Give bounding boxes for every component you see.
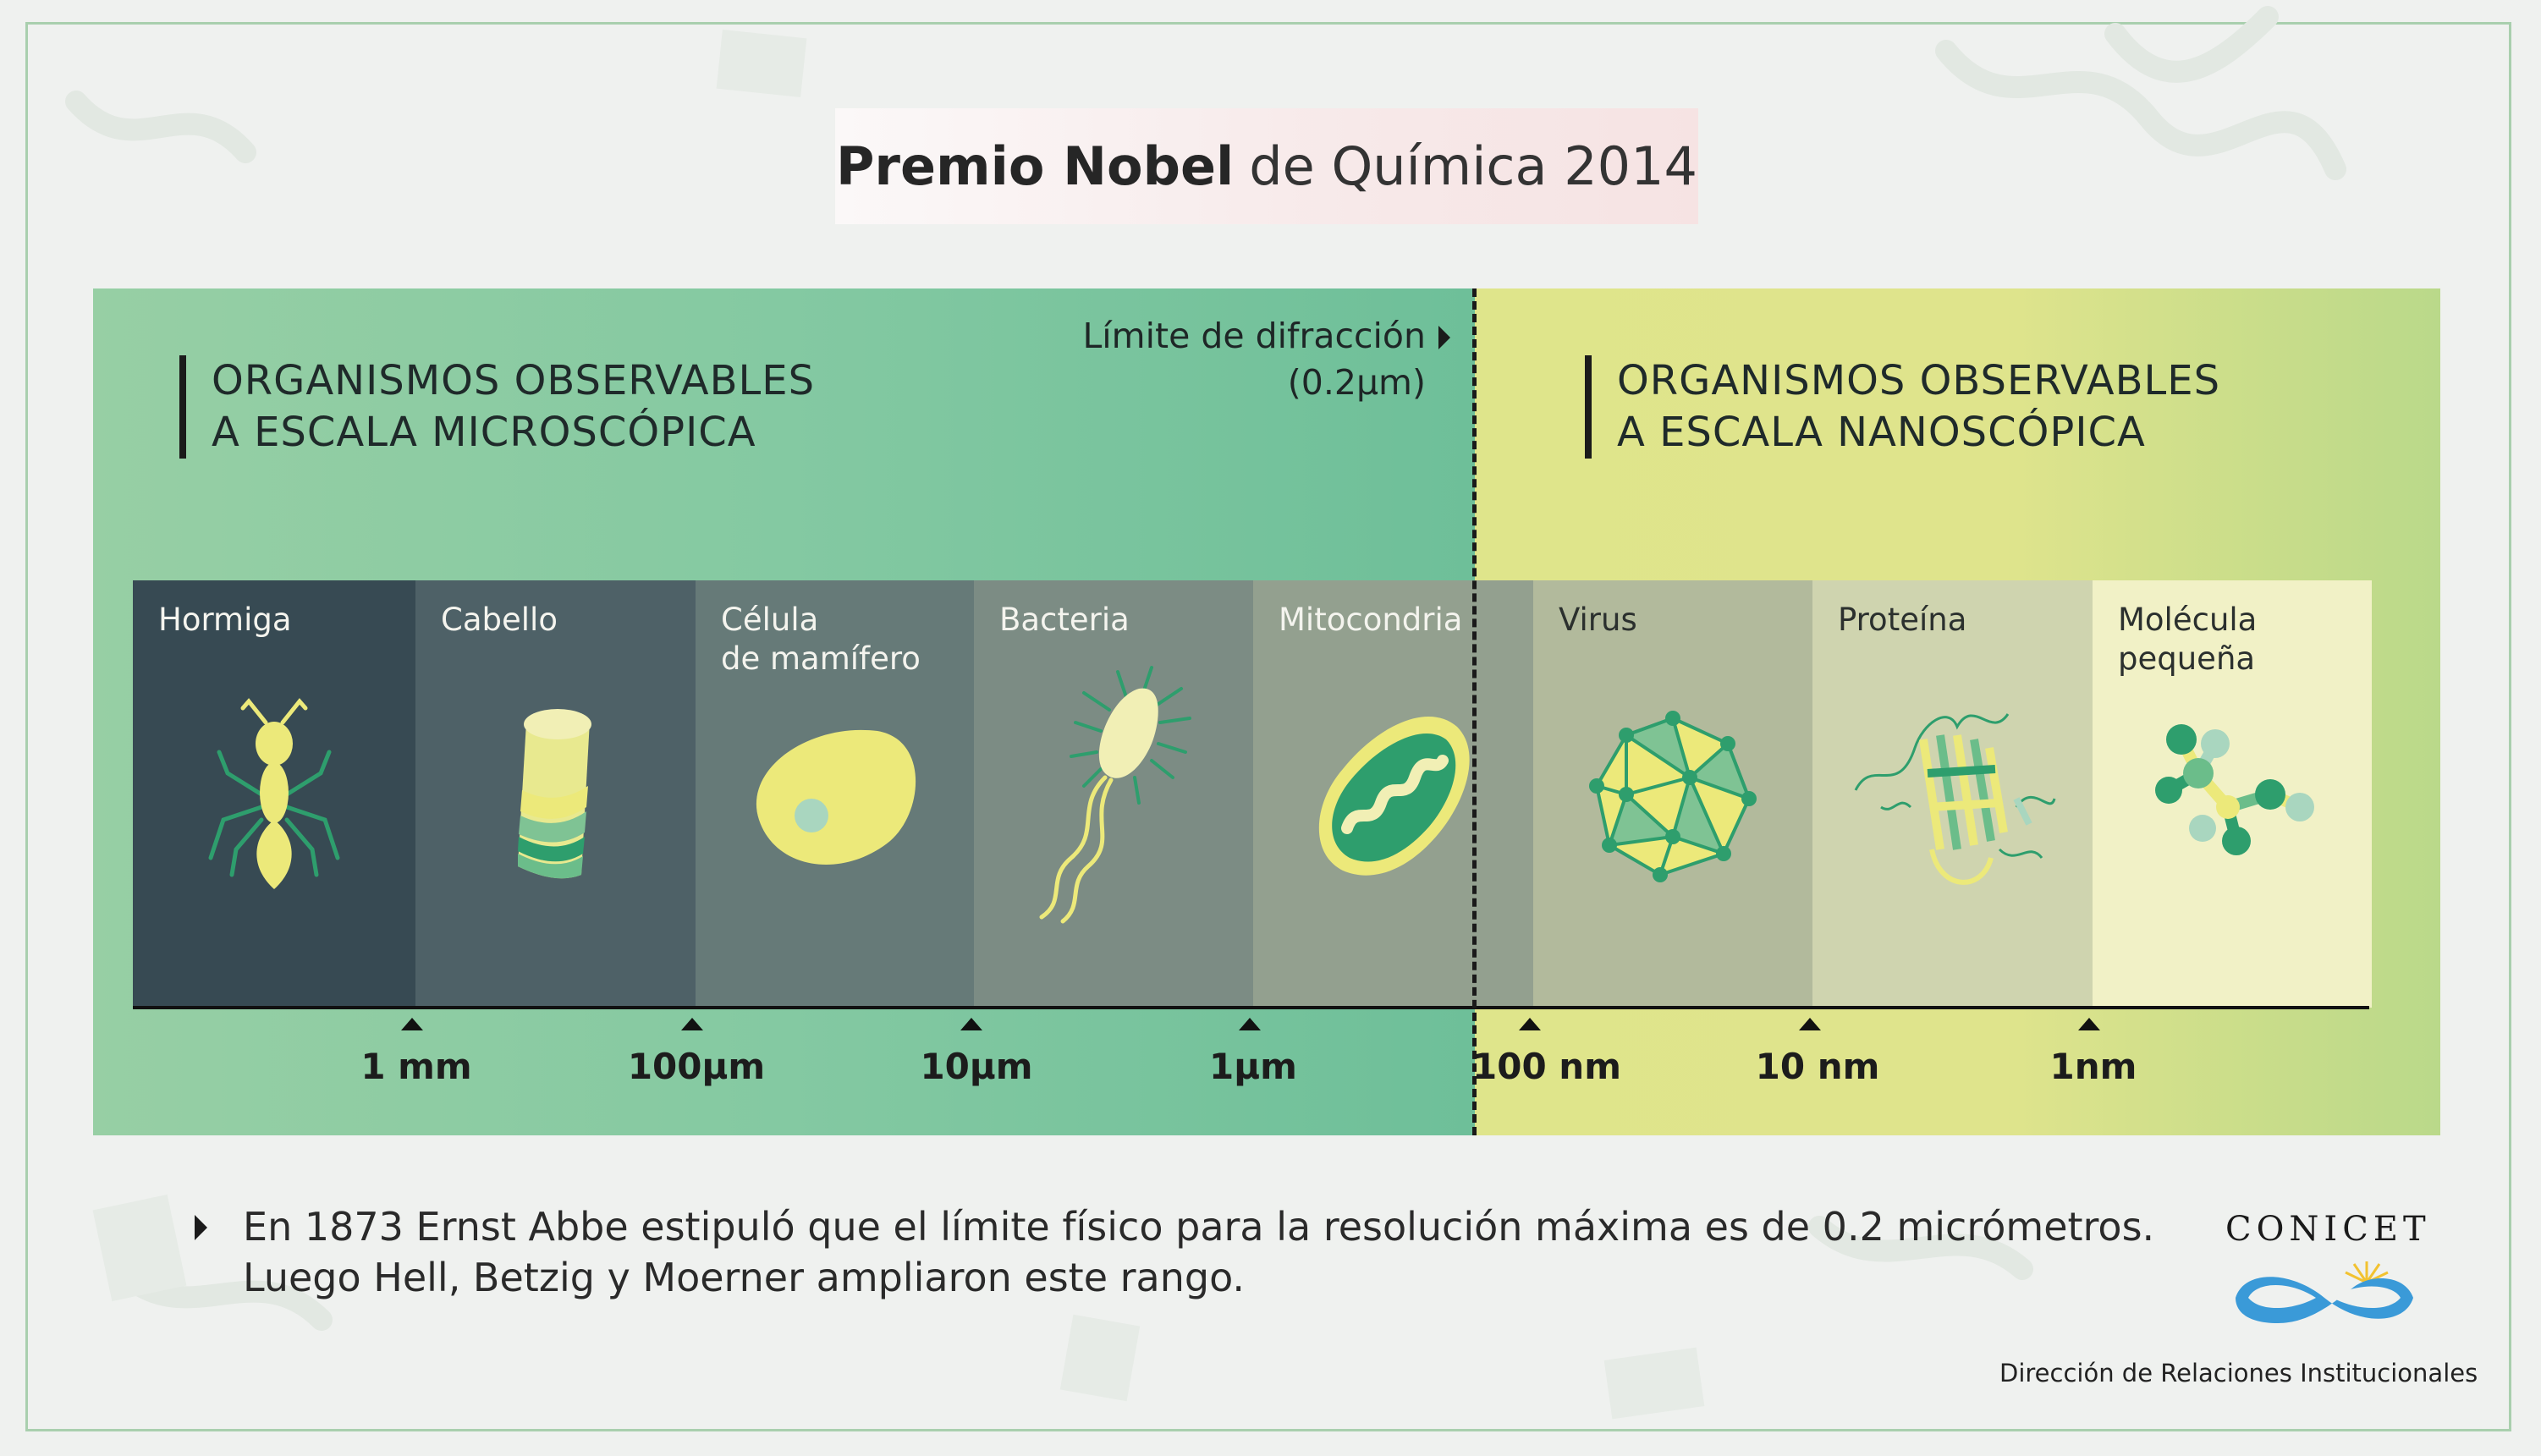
conicet-logo-icon (2236, 1261, 2413, 1323)
arrow-right-icon (1438, 326, 1450, 349)
tick-label: 10µm (920, 1046, 1033, 1087)
scale-axis (133, 1006, 2369, 1009)
cell-label: Cabello (441, 602, 558, 638)
cell-protein: Proteína (1812, 580, 2093, 1008)
tick-marker (2078, 1018, 2100, 1030)
protein-icon (1854, 712, 2055, 885)
tick-marker (401, 1018, 423, 1030)
microscopic-heading-line-2: A ESCALA MICROSCÓPICA (212, 409, 756, 456)
tick-marker (960, 1018, 982, 1030)
conicet-logo-text: CONICET (2225, 1210, 2431, 1249)
molecule-icon (2155, 723, 2314, 855)
tick-label: 1nm (2049, 1046, 2137, 1087)
microscopic-heading-line-1: ORGANISMOS OBSERVABLES (212, 357, 816, 404)
bacteria-icon (1039, 665, 1191, 923)
cell-label: Proteína (1838, 602, 1967, 638)
diffraction-limit-value: (0.2µm) (1287, 362, 1426, 403)
footnote-line-2: Luego Hell, Betzig y Moerner ampliaron e… (243, 1255, 1246, 1300)
page-title: Premio Nobel de Química 2014 (835, 108, 1698, 224)
title-rest: de Química 2014 (1249, 135, 1697, 197)
tick-label: 1µm (1209, 1046, 1297, 1087)
cell-label: Molécula pequeña (2118, 602, 2258, 677)
cell-mitochondria: Mitocondria (1253, 580, 1533, 1008)
title-bold: Premio Nobel (835, 135, 1235, 197)
cell-small-molecule: Molécula pequeña (2093, 580, 2372, 1008)
tick-label: 10 nm (1755, 1046, 1880, 1087)
cell-label: Virus (1559, 602, 1637, 638)
diffraction-limit-label: Límite de difracción (0.2µm) (1015, 313, 1426, 406)
cell-label: Bacteria (999, 602, 1130, 638)
cell-label: Mitocondria (1279, 602, 1463, 638)
cell-icon (756, 729, 916, 865)
department-name: Dirección de Relaciones Institucionales (1999, 1359, 2478, 1387)
tick-marker (681, 1018, 703, 1030)
cell-bacteria: Bacteria (974, 580, 1253, 1008)
mitochondria-icon (1318, 716, 1470, 876)
footnote: En 1873 Ernst Abbe estipuló que el límit… (243, 1201, 2154, 1303)
bullet-arrow-icon (195, 1215, 207, 1240)
nanoscopic-heading: ORGANISMOS OBSERVABLES A ESCALA NANOSCÓP… (1585, 355, 2220, 459)
diffraction-limit-line-1: Límite de difracción (1082, 316, 1426, 356)
diffraction-limit-line (1472, 288, 1477, 1135)
hair-icon (517, 708, 591, 878)
footnote-line-1: En 1873 Ernst Abbe estipuló que el límit… (243, 1204, 2155, 1250)
cell-ant: Hormiga (133, 580, 415, 1008)
cell-virus: Virus (1533, 580, 1812, 1008)
cell-mammal-cell: Célula de mamífero (696, 580, 974, 1008)
tick-label: 1 mm (360, 1046, 472, 1087)
tick-label: 100µm (627, 1046, 766, 1087)
nanoscopic-heading-line-2: A ESCALA NANOSCÓPICA (1617, 409, 2146, 456)
cell-label: Célula de mamífero (721, 602, 921, 677)
outer-frame (25, 22, 2511, 1431)
tick-marker (1799, 1018, 1821, 1030)
tick-marker (1239, 1018, 1261, 1030)
tick-label: 100 nm (1472, 1046, 1621, 1087)
tick-marker (1519, 1018, 1541, 1030)
cell-hair: Cabello (415, 580, 696, 1008)
cell-label: Hormiga (158, 602, 292, 638)
ant-icon (208, 697, 340, 889)
microscopic-heading: ORGANISMOS OBSERVABLES A ESCALA MICROSCÓ… (179, 355, 815, 459)
nanoscopic-heading-line-1: ORGANISMOS OBSERVABLES (1617, 357, 2221, 404)
virus-icon (1589, 710, 1757, 882)
